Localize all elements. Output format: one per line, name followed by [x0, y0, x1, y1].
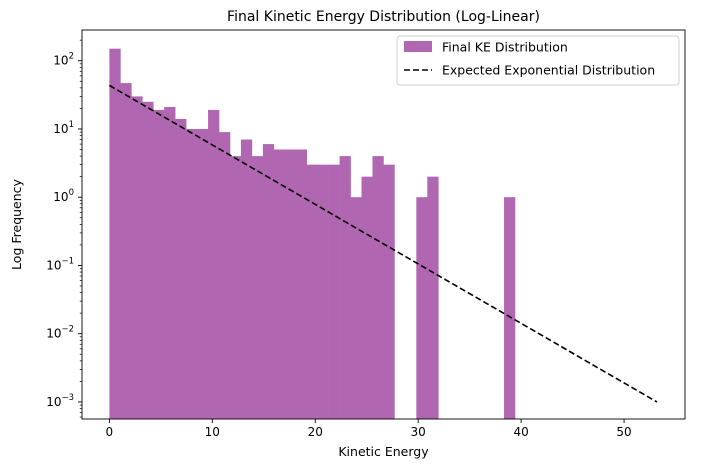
legend-label-line: Expected Exponential Distribution [442, 63, 655, 78]
histogram-bar [240, 139, 253, 419]
y-axis-label: Log Frequency [9, 178, 24, 269]
histogram-bar [120, 83, 132, 419]
legend: Final KE Distribution Expected Exponenti… [396, 35, 680, 86]
histogram-bar [504, 197, 516, 419]
histogram-bar [372, 156, 384, 419]
histogram-bar [208, 109, 220, 419]
legend-swatch-bars [404, 41, 432, 52]
histogram-bar [284, 149, 297, 419]
chart-title: Final Kinetic Energy Distribution (Log-L… [227, 9, 540, 25]
y-tick-label: 102 [53, 52, 74, 68]
x-tick-label: 10 [205, 425, 220, 439]
y-tick-label: 101 [53, 120, 74, 136]
expected-exponential-line [108, 84, 658, 403]
histogram-bar [186, 128, 198, 419]
histogram-bar [175, 118, 187, 419]
histogram-bar [339, 156, 351, 419]
histogram-bar [219, 132, 231, 419]
histogram-bar [153, 109, 165, 419]
x-tick-label: 30 [411, 425, 426, 439]
histogram-bar [350, 197, 362, 419]
histogram-bar [361, 176, 373, 419]
histogram-bar [273, 149, 286, 419]
x-tick-label: 20 [308, 425, 323, 439]
histogram-bar [295, 149, 308, 419]
histogram-bar [229, 156, 242, 419]
histogram-bar [328, 164, 340, 419]
histogram-bar [197, 128, 209, 419]
x-axis-ticks: 0 10 20 30 40 50 [106, 419, 632, 439]
x-tick-label: 0 [106, 425, 114, 439]
histogram-bar [164, 106, 176, 419]
histogram-bar [131, 96, 143, 419]
x-axis-label: Kinetic Energy [338, 444, 429, 459]
legend-label-bars: Final KE Distribution [442, 40, 568, 55]
histogram-bar [317, 164, 329, 419]
histogram-bar [109, 48, 121, 419]
histogram-bars [109, 48, 516, 419]
histogram-bar [262, 144, 275, 419]
x-tick-label: 40 [513, 425, 528, 439]
histogram-bar [416, 197, 428, 419]
x-tick-label: 50 [616, 425, 631, 439]
y-tick-label: 10−3 [46, 393, 74, 409]
histogram-bar [383, 164, 395, 419]
histogram-bar [251, 156, 264, 419]
histogram-bar [427, 176, 439, 419]
y-tick-label: 10−1 [46, 256, 74, 272]
legend-box [396, 35, 680, 86]
histogram-bar [306, 164, 318, 419]
y-axis-ticks: 102 101 100 10−1 10−2 10−3 [46, 39, 82, 418]
y-tick-label: 100 [53, 188, 74, 204]
histogram-bar [142, 101, 154, 419]
y-tick-label: 10−2 [46, 325, 74, 341]
